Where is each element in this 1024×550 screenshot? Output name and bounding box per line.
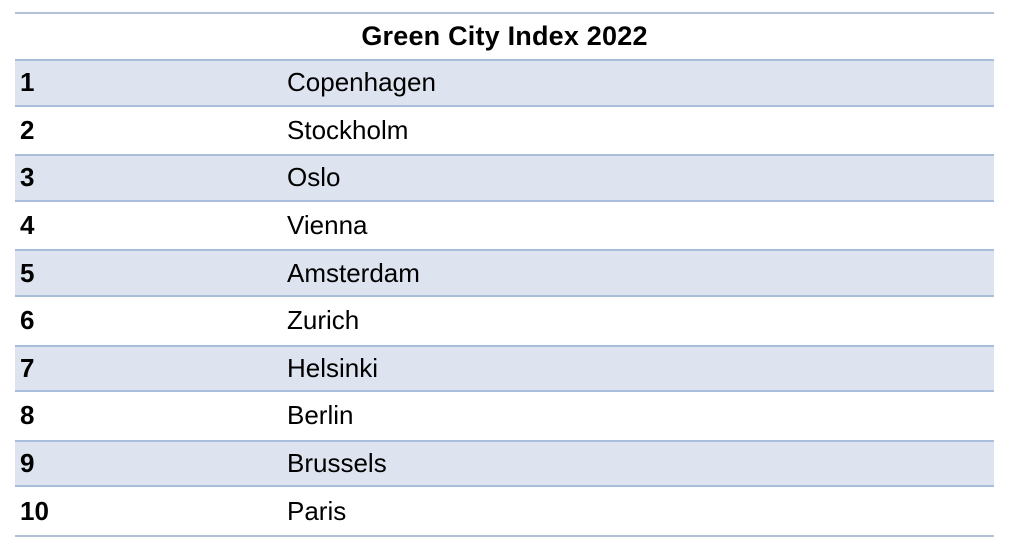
table-row: 7 Helsinki (15, 344, 994, 393)
rank-cell: 10 (20, 495, 49, 526)
rank-cell: 7 (20, 352, 35, 383)
city-cell: Zurich (287, 305, 360, 336)
table-row: 5 Amsterdam (15, 249, 994, 297)
table-row: 3 Oslo (15, 154, 994, 202)
city-cell: Brussels (287, 448, 387, 479)
table-row: 2 Stockholm (15, 106, 994, 155)
city-cell: Copenhagen (287, 67, 436, 98)
table-row: 9 Brussels (15, 439, 994, 488)
rank-cell: 3 (20, 162, 35, 193)
rank-cell: 9 (20, 448, 35, 479)
city-cell: Amsterdam (287, 257, 420, 288)
city-cell: Stockholm (287, 114, 409, 145)
table-row: 4 Vienna (15, 201, 994, 250)
rank-cell: 1 (20, 67, 35, 98)
table-title: Green City Index 2022 (15, 14, 994, 59)
city-cell: Helsinki (287, 352, 379, 383)
table-row: 10 Paris (15, 487, 994, 535)
table-row: 1 Copenhagen (15, 59, 994, 107)
rank-cell: 5 (20, 257, 35, 288)
city-cell: Paris (287, 495, 347, 526)
city-cell: Vienna (287, 210, 368, 241)
green-city-index-table: Green City Index 2022 1 Copenhagen 2 Sto… (15, 12, 994, 537)
rank-cell: 4 (20, 210, 35, 241)
rank-cell: 2 (20, 114, 35, 145)
rank-cell: 8 (20, 400, 35, 431)
table-row: 8 Berlin (15, 392, 994, 440)
city-cell: Oslo (287, 162, 341, 193)
table-row: 6 Zurich (15, 296, 994, 345)
rank-cell: 6 (20, 305, 35, 336)
city-cell: Berlin (287, 400, 354, 431)
